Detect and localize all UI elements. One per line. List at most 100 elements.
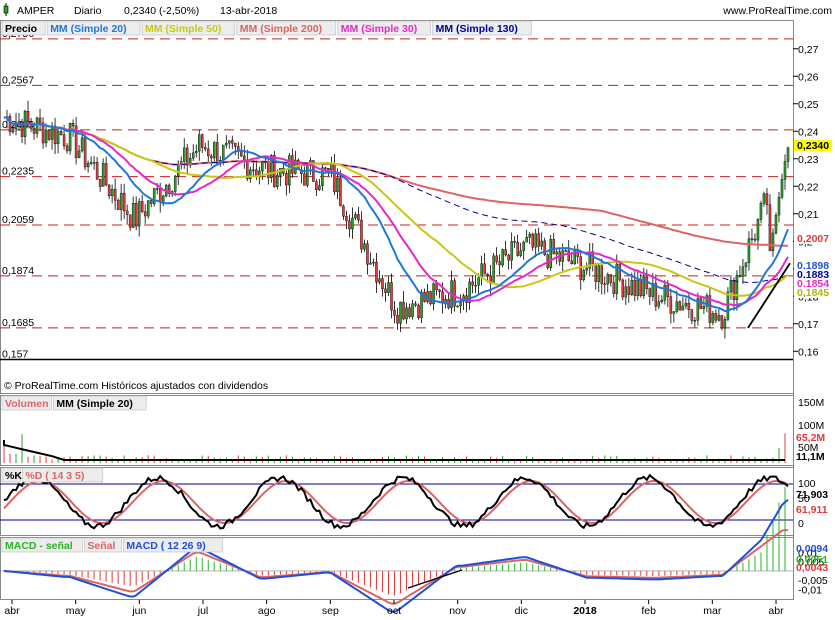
candle-body: [597, 265, 601, 282]
candle-body: [92, 162, 96, 164]
price-tag-bg: [794, 278, 832, 289]
candle-body: [62, 134, 66, 147]
candle-body: [113, 189, 117, 201]
level-label: 0,1685: [2, 317, 34, 329]
candle-body: [411, 303, 414, 317]
candle-body: [627, 286, 631, 295]
candle-body: [687, 302, 691, 311]
candle-body: [11, 128, 15, 133]
candle-body: [182, 147, 186, 162]
price-tag-bg: [794, 287, 832, 298]
candle-body: [735, 275, 739, 301]
candle-body: [86, 162, 90, 168]
candle-body: [699, 298, 703, 309]
legend-box: [53, 395, 147, 411]
x-tick-label: jun: [131, 605, 146, 617]
candle-body: [50, 125, 54, 140]
candle-body: [104, 163, 108, 186]
stoch-layer: [0, 473, 793, 530]
volume-sma-line: [3, 440, 785, 461]
legend-box: [236, 20, 337, 36]
legend-box: [432, 20, 532, 36]
candle-body: [606, 274, 610, 285]
trend-line: [747, 262, 791, 329]
candle-body: [318, 185, 321, 190]
candle-body: [666, 284, 670, 297]
x-tick-label: nov: [449, 605, 467, 617]
candle-body: [732, 280, 736, 301]
x-tick-label: mar: [703, 605, 722, 617]
candle-body: [303, 173, 306, 186]
sma50-line: [3, 115, 789, 297]
candle-body: [390, 282, 393, 311]
candle-body: [513, 241, 516, 243]
legend-box: [1, 395, 52, 411]
legend-item: MM (Simple 50): [145, 23, 221, 35]
candle-body: [681, 305, 685, 311]
candle-body: [510, 241, 513, 261]
x-tick-label: feb: [641, 605, 656, 617]
candle-body: [98, 178, 102, 187]
candle-body: [179, 161, 183, 164]
candle-body: [684, 302, 688, 307]
x-tick-label: abr: [768, 605, 784, 617]
sma20-line: [3, 115, 789, 313]
candle-body: [270, 154, 273, 178]
candle-body: [477, 277, 480, 286]
header-bar: [0, 0, 835, 20]
candle-body: [339, 177, 342, 207]
candle-body: [399, 301, 402, 324]
candle-body: [408, 307, 411, 317]
macd-tag: 0,0043: [796, 562, 828, 574]
candle-body: [122, 192, 126, 212]
candle-body: [261, 162, 264, 172]
x-tick-label: jul: [197, 605, 209, 617]
candle-body: [543, 240, 546, 255]
candle-body: [600, 265, 604, 284]
y-tick-label: 0,17: [798, 319, 819, 331]
vol-tick-label: 100M: [798, 420, 824, 432]
candle-body: [107, 184, 111, 197]
candle-body: [474, 284, 477, 287]
candle-body: [291, 155, 294, 174]
candle-body: [234, 142, 237, 147]
candle-body: [783, 161, 787, 180]
legend-layer: Precio MM (Simple 20) MM (Simple 50) MM (Si…: [1, 20, 532, 553]
candle-body: [729, 280, 733, 293]
legend-box: [337, 20, 431, 36]
candle-body: [540, 240, 543, 247]
candle-body: [375, 261, 378, 283]
legend-box: [84, 537, 122, 553]
legend-item: MM (Simple 200): [240, 23, 322, 35]
macd-line: [3, 499, 789, 613]
candle-body: [357, 214, 360, 221]
candle-body: [77, 150, 81, 158]
candle-body: [116, 199, 120, 211]
candle-body: [89, 162, 93, 164]
candle-body: [216, 142, 219, 164]
price-tag: 0,2340: [797, 140, 829, 152]
candle-body: [381, 278, 384, 290]
candle-body: [185, 147, 189, 166]
legend-item: Volumen: [5, 398, 49, 410]
vol-tick-label: 50M: [798, 442, 818, 454]
macd-tag: 0,0051: [796, 554, 828, 566]
axis-layer: 0,270,260,250,240,230,220,210,20,190,180…: [4, 44, 832, 617]
candle-body: [222, 144, 225, 161]
candle-body: [768, 204, 772, 252]
y-tick-label: 0,22: [798, 181, 819, 193]
macd-tick-label: -0,01: [798, 584, 822, 596]
stoch-k-line: [3, 473, 789, 530]
candle-body: [414, 303, 417, 306]
candle-body: [360, 219, 363, 250]
candle-body: [522, 241, 525, 252]
candle-body: [288, 155, 291, 186]
candle-body: [780, 179, 784, 198]
candle-body: [372, 261, 375, 264]
candle-body: [741, 266, 745, 277]
price-tag: 0,2007: [797, 233, 829, 245]
legend-item: MM (Simple 30): [341, 23, 417, 35]
candle-body: [420, 292, 423, 318]
candle-body: [137, 201, 141, 227]
candle-body: [537, 233, 540, 247]
